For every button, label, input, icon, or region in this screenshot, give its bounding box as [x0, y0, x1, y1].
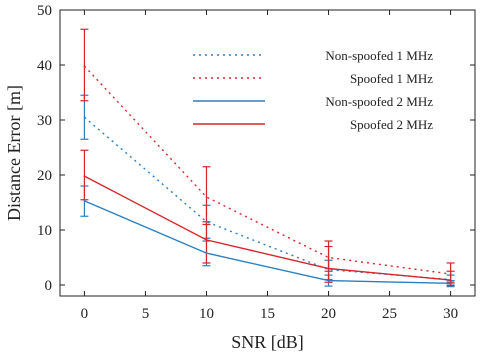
legend-label: Non-spoofed 1 MHz: [325, 48, 433, 63]
y-tick-label: 30: [37, 113, 52, 129]
data-point: [327, 256, 330, 259]
ticks: 0 5 10 15 20 25 30 0 10 20 30 40 50: [37, 3, 475, 322]
series-line-3: [84, 200, 451, 285]
data-point: [83, 65, 86, 67]
x-axis-label: SNR [dB]: [231, 332, 304, 352]
legend: Non-spoofed 1 MHz Spoofed 1 MHz Non-spoofe…: [193, 48, 433, 132]
y-tick-label: 10: [37, 223, 52, 239]
data-point: [449, 273, 452, 275]
data-point: [205, 239, 208, 241]
data-point: [205, 196, 208, 198]
x-tick-label: 25: [382, 306, 397, 322]
x-tick-label: 15: [260, 306, 275, 322]
y-axis-label: Distance Error [m]: [4, 85, 24, 221]
x-tick-label: 10: [199, 306, 214, 322]
series-line-4: [84, 175, 451, 281]
x-tick-label: 0: [81, 306, 89, 322]
data-point: [449, 279, 452, 281]
legend-label: Spoofed 1 MHz: [350, 71, 433, 86]
error-bars: [80, 28, 455, 288]
data-point: [327, 267, 330, 270]
y-tick-label: 40: [37, 58, 52, 74]
data-point: [83, 200, 86, 202]
data-point: [327, 279, 330, 282]
y-tick-label: 50: [37, 3, 52, 19]
x-tick-label: 20: [321, 306, 336, 322]
series-lines: [83, 65, 452, 285]
y-tick-label: 20: [37, 168, 52, 184]
data-point: [205, 220, 208, 223]
series-line-2: [83, 65, 451, 275]
x-tick-label: 30: [443, 306, 458, 322]
data-point: [83, 116, 86, 119]
legend-label: Non-spoofed 2 MHz: [325, 94, 433, 109]
x-tick-label: 5: [142, 306, 150, 322]
series-line-1: [83, 116, 451, 281]
data-point: [83, 175, 86, 177]
data-point: [449, 282, 452, 285]
data-point: [205, 252, 208, 254]
y-tick-label: 0: [45, 278, 53, 294]
legend-label: Spoofed 2 MHz: [350, 117, 433, 132]
